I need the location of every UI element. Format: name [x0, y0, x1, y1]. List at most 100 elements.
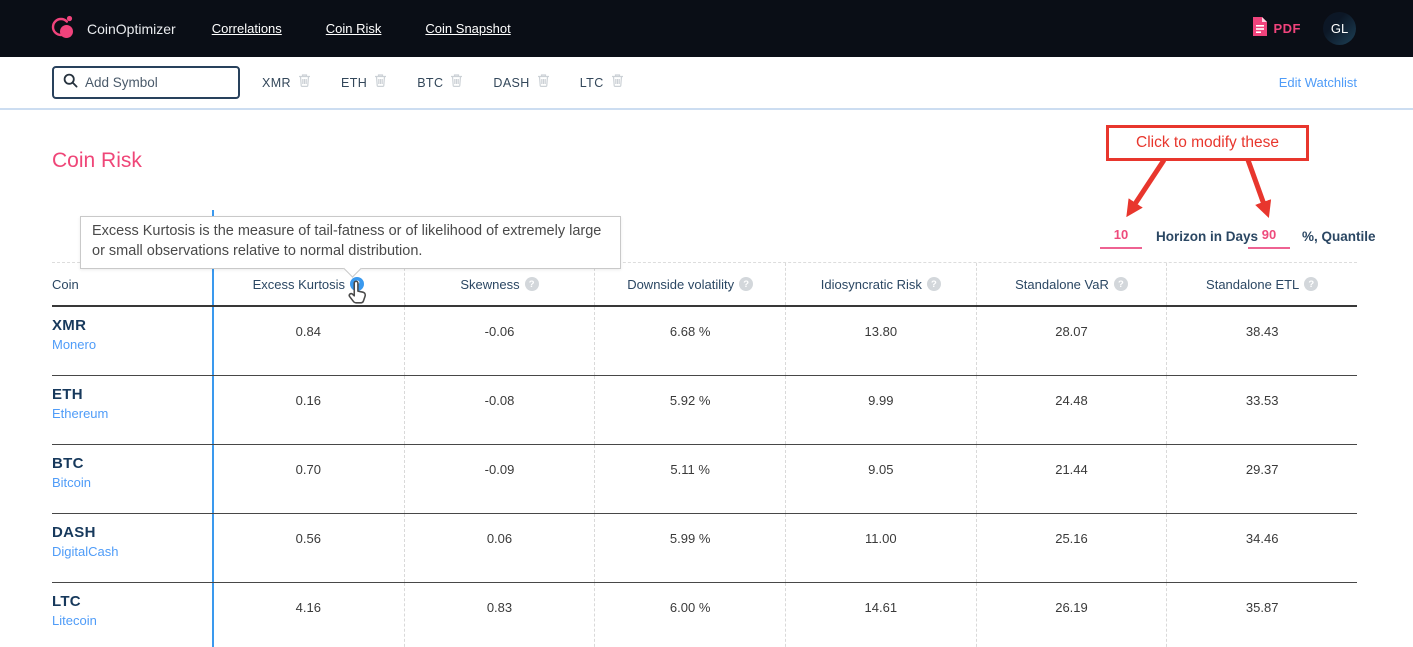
downside-volatility-value: 6.00 %: [594, 583, 785, 647]
coin-symbol: BTC: [52, 455, 84, 472]
trash-icon[interactable]: [298, 73, 311, 92]
edit-watchlist-link[interactable]: Edit Watchlist: [1278, 75, 1357, 90]
annotation-arrows-icon: [1126, 158, 1272, 218]
coin-symbol: LTC: [52, 593, 81, 610]
help-icon[interactable]: ?: [524, 277, 539, 291]
table-row-dash: DASH DigitalCash 0.56 0.06 5.99 % 11.00 …: [52, 514, 1357, 583]
coin-name-link[interactable]: DigitalCash: [52, 544, 119, 559]
horizon-days-field[interactable]: 10: [1100, 227, 1142, 249]
watchlist-chip-ltc: LTC: [580, 73, 624, 92]
help-icon[interactable]: ?: [739, 277, 754, 291]
skewness-value: -0.08: [403, 376, 595, 444]
chip-symbol: XMR: [262, 75, 291, 90]
table-row-ltc: LTC Litecoin 4.16 0.83 6.00 % 14.61 26.1…: [52, 583, 1357, 647]
watchlist-chip-btc: BTC: [417, 73, 463, 92]
trash-icon[interactable]: [374, 73, 387, 92]
coin-name-link[interactable]: Ethereum: [52, 406, 109, 421]
coin-symbol: ETH: [52, 386, 83, 403]
coin-name-link[interactable]: Monero: [52, 337, 97, 352]
horizon-days-label: Horizon in Days: [1156, 229, 1259, 244]
brand[interactable]: CoinOptimizer: [50, 13, 176, 45]
idiosyncratic-risk-value: 13.80: [785, 307, 976, 375]
column-hover-indicator: [212, 210, 214, 647]
coin-name-link[interactable]: Bitcoin: [52, 475, 92, 490]
idiosyncratic-risk-value: 9.99: [785, 376, 976, 444]
watchlist-bar: XMR ETH BTC DASH LTC Edit Watchlist: [0, 57, 1413, 110]
top-navbar: CoinOptimizer Correlations Coin Risk Coi…: [0, 0, 1413, 57]
pdf-export-button[interactable]: PDF: [1251, 16, 1302, 41]
trash-icon[interactable]: [450, 73, 463, 92]
watchlist-chip-dash: DASH: [493, 73, 549, 92]
search-icon: [63, 73, 78, 93]
pdf-label: PDF: [1273, 21, 1301, 36]
standalone-var-value: 26.19: [975, 583, 1167, 647]
help-icon[interactable]: ?: [1304, 277, 1319, 291]
skewness-value: -0.06: [403, 307, 595, 375]
nav-link-coin-risk[interactable]: Coin Risk: [325, 21, 382, 36]
trash-icon[interactable]: [611, 73, 624, 92]
pdf-document-icon: [1251, 16, 1268, 41]
standalone-etl-value: 33.53: [1166, 376, 1357, 444]
skewness-value: -0.09: [403, 445, 595, 513]
standalone-var-value: 28.07: [975, 307, 1167, 375]
table-row-btc: BTC Bitcoin 0.70 -0.09 5.11 % 9.05 21.44…: [52, 445, 1357, 514]
column-header-downside-volatility: Downside volatility ?: [594, 263, 785, 305]
annotation-label: Click to modify these: [1136, 134, 1279, 151]
watchlist-chips: XMR ETH BTC DASH LTC: [262, 73, 654, 92]
nav-link-coin-snapshot[interactable]: Coin Snapshot: [425, 21, 511, 36]
user-avatar[interactable]: GL: [1323, 12, 1356, 45]
nav-link-correlations[interactable]: Correlations: [211, 21, 282, 36]
standalone-var-value: 24.48: [975, 376, 1167, 444]
standalone-etl-value: 38.43: [1166, 307, 1357, 375]
excess-kurtosis-value: 0.70: [295, 462, 321, 477]
downside-volatility-value: 5.99 %: [594, 514, 785, 582]
idiosyncratic-risk-value: 9.05: [785, 445, 976, 513]
excess-kurtosis-tooltip: Excess Kurtosis is the measure of tail-f…: [80, 216, 621, 269]
add-symbol-input[interactable]: [85, 75, 215, 90]
excess-kurtosis-value: 4.16: [295, 600, 321, 615]
brand-name: CoinOptimizer: [87, 20, 176, 37]
chip-symbol: ETH: [340, 75, 368, 90]
downside-volatility-value: 6.68 %: [594, 307, 785, 375]
excess-kurtosis-value: 0.56: [295, 531, 321, 546]
page-title: Coin Risk: [52, 149, 142, 172]
skewness-value: 0.06: [403, 514, 595, 582]
idiosyncratic-risk-value: 11.00: [785, 514, 976, 582]
excess-kurtosis-value: 0.16: [295, 393, 321, 408]
coin-symbol: XMR: [52, 317, 87, 334]
excess-kurtosis-value: 0.84: [295, 324, 321, 339]
column-header-excess-kurtosis: Excess Kurtosis ?: [213, 263, 404, 305]
column-header-coin: Coin: [52, 276, 79, 292]
chip-symbol: DASH: [493, 75, 530, 90]
annotation-box: Click to modify these: [1106, 125, 1309, 161]
help-icon[interactable]: ?: [1113, 277, 1128, 291]
downside-volatility-value: 5.92 %: [594, 376, 785, 444]
watchlist-chip-eth: ETH: [341, 73, 387, 92]
standalone-etl-value: 29.37: [1166, 445, 1357, 513]
chip-symbol: LTC: [579, 75, 604, 90]
quantile-field[interactable]: 90: [1248, 227, 1290, 249]
table-header-row: Coin Excess Kurtosis ? Skewness ? Downsi…: [52, 262, 1357, 307]
coinoptimizer-logo-icon: [50, 13, 77, 45]
standalone-etl-value: 34.46: [1166, 514, 1357, 582]
quantile-label: %, Quantile: [1302, 229, 1376, 244]
help-icon[interactable]: ?: [350, 277, 365, 291]
column-header-idiosyncratic-risk: Idiosyncratic Risk ?: [785, 263, 976, 305]
trash-icon[interactable]: [537, 73, 550, 92]
downside-volatility-value: 5.11 %: [594, 445, 785, 513]
idiosyncratic-risk-value: 14.61: [785, 583, 976, 647]
table-row-xmr: XMR Monero 0.84 -0.06 6.68 % 13.80 28.07…: [52, 307, 1357, 376]
column-header-skewness: Skewness ?: [403, 263, 595, 305]
coin-symbol: DASH: [52, 524, 96, 541]
coin-name-link[interactable]: Litecoin: [52, 613, 97, 628]
standalone-var-value: 21.44: [975, 445, 1167, 513]
watchlist-chip-xmr: XMR: [262, 73, 311, 92]
column-header-standalone-var: Standalone VaR ?: [975, 263, 1167, 305]
coin-risk-table: Coin Excess Kurtosis ? Skewness ? Downsi…: [52, 262, 1357, 647]
chip-symbol: BTC: [417, 75, 444, 90]
table-row-eth: ETH Ethereum 0.16 -0.08 5.92 % 9.99 24.4…: [52, 376, 1357, 445]
skewness-value: 0.83: [403, 583, 595, 647]
standalone-etl-value: 35.87: [1166, 583, 1357, 647]
add-symbol-searchbox[interactable]: [52, 66, 240, 99]
help-icon[interactable]: ?: [926, 277, 941, 291]
